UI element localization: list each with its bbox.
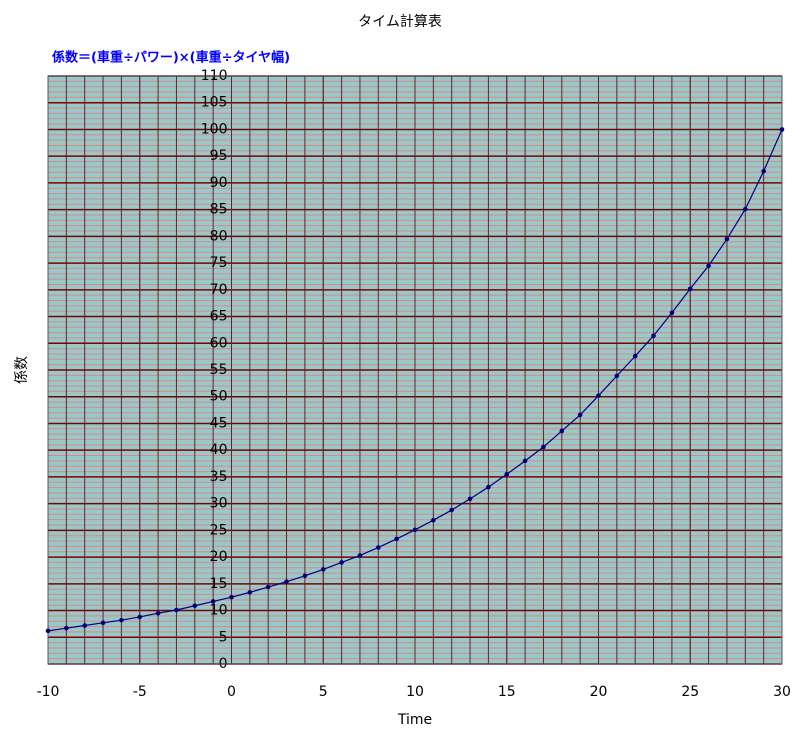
x-tick-label: 30 [773,684,791,700]
data-point [64,625,69,631]
data-point [394,536,399,542]
y-tick-label: 80 [210,228,228,244]
y-tick-label: 85 [210,202,228,218]
data-point [137,614,143,620]
data-point [119,617,124,623]
y-tick-label: 50 [210,389,228,405]
data-point [743,206,748,212]
data-point [100,620,106,626]
x-tick-label: -10 [37,684,60,700]
data-point [724,236,730,242]
data-point [559,428,565,434]
data-point [247,590,253,595]
y-tick-label: 55 [210,362,228,378]
x-tick-label: 15 [498,684,516,700]
y-tick-label: 100 [201,121,228,137]
y-tick-label: 70 [210,282,228,298]
y-tick-label: 15 [210,576,228,592]
data-point [174,607,179,613]
data-point [779,127,785,132]
data-point [82,623,87,628]
x-tick-label: 25 [681,684,699,700]
chart-subtitle: 係数＝(車重÷パワー)×(車重÷タイヤ幅) [52,50,290,66]
x-axis-label: Time [397,712,432,728]
y-tick-label: 105 [201,95,228,111]
y-tick-label: 75 [210,255,228,271]
data-point [412,527,418,533]
y-tick-label: 65 [210,309,228,325]
chart-title: タイム計算表 [358,14,442,30]
y-axis-label: 係数 [14,356,30,384]
data-point [449,507,455,513]
x-tick-label: 0 [227,684,236,700]
data-point [577,412,583,418]
data-point [210,599,216,604]
data-point [431,517,436,523]
y-tick-label: 5 [219,629,228,645]
data-point [632,353,638,359]
data-point [265,584,271,590]
data-point [522,458,528,464]
y-tick-label: 90 [210,175,228,191]
y-tick-label: 45 [210,415,228,431]
data-point [320,567,326,572]
data-point [651,333,656,339]
data-point [669,310,675,316]
y-tick-label: 35 [210,469,228,485]
data-point [467,496,473,502]
data-point [486,484,491,490]
data-point [229,594,234,600]
data-point [339,560,344,565]
data-point [284,579,289,584]
data-point [376,545,381,550]
y-tick-label: 30 [210,496,228,512]
plot-border [47,75,783,665]
x-tick-label: 20 [590,684,608,700]
data-point [614,373,620,379]
data-point [761,168,766,174]
data-point [596,393,601,398]
y-tick-label: 10 [210,603,228,619]
data-point [302,573,308,579]
y-tick-label: 40 [210,442,228,458]
data-point [45,628,51,634]
data-point [155,610,161,616]
data-point [687,286,693,292]
x-tick-label: -5 [133,684,147,700]
data-point [504,471,510,477]
x-tick-label: 5 [319,684,328,700]
data-point [541,444,546,450]
y-tick-label: 60 [210,335,228,351]
y-tick-label: 25 [210,522,228,538]
data-point [706,263,711,269]
y-tick-label: 95 [210,148,228,164]
data-point [192,603,198,609]
x-tick-label: 10 [406,684,424,700]
y-tick-label: 20 [210,549,228,565]
data-point [357,553,363,558]
